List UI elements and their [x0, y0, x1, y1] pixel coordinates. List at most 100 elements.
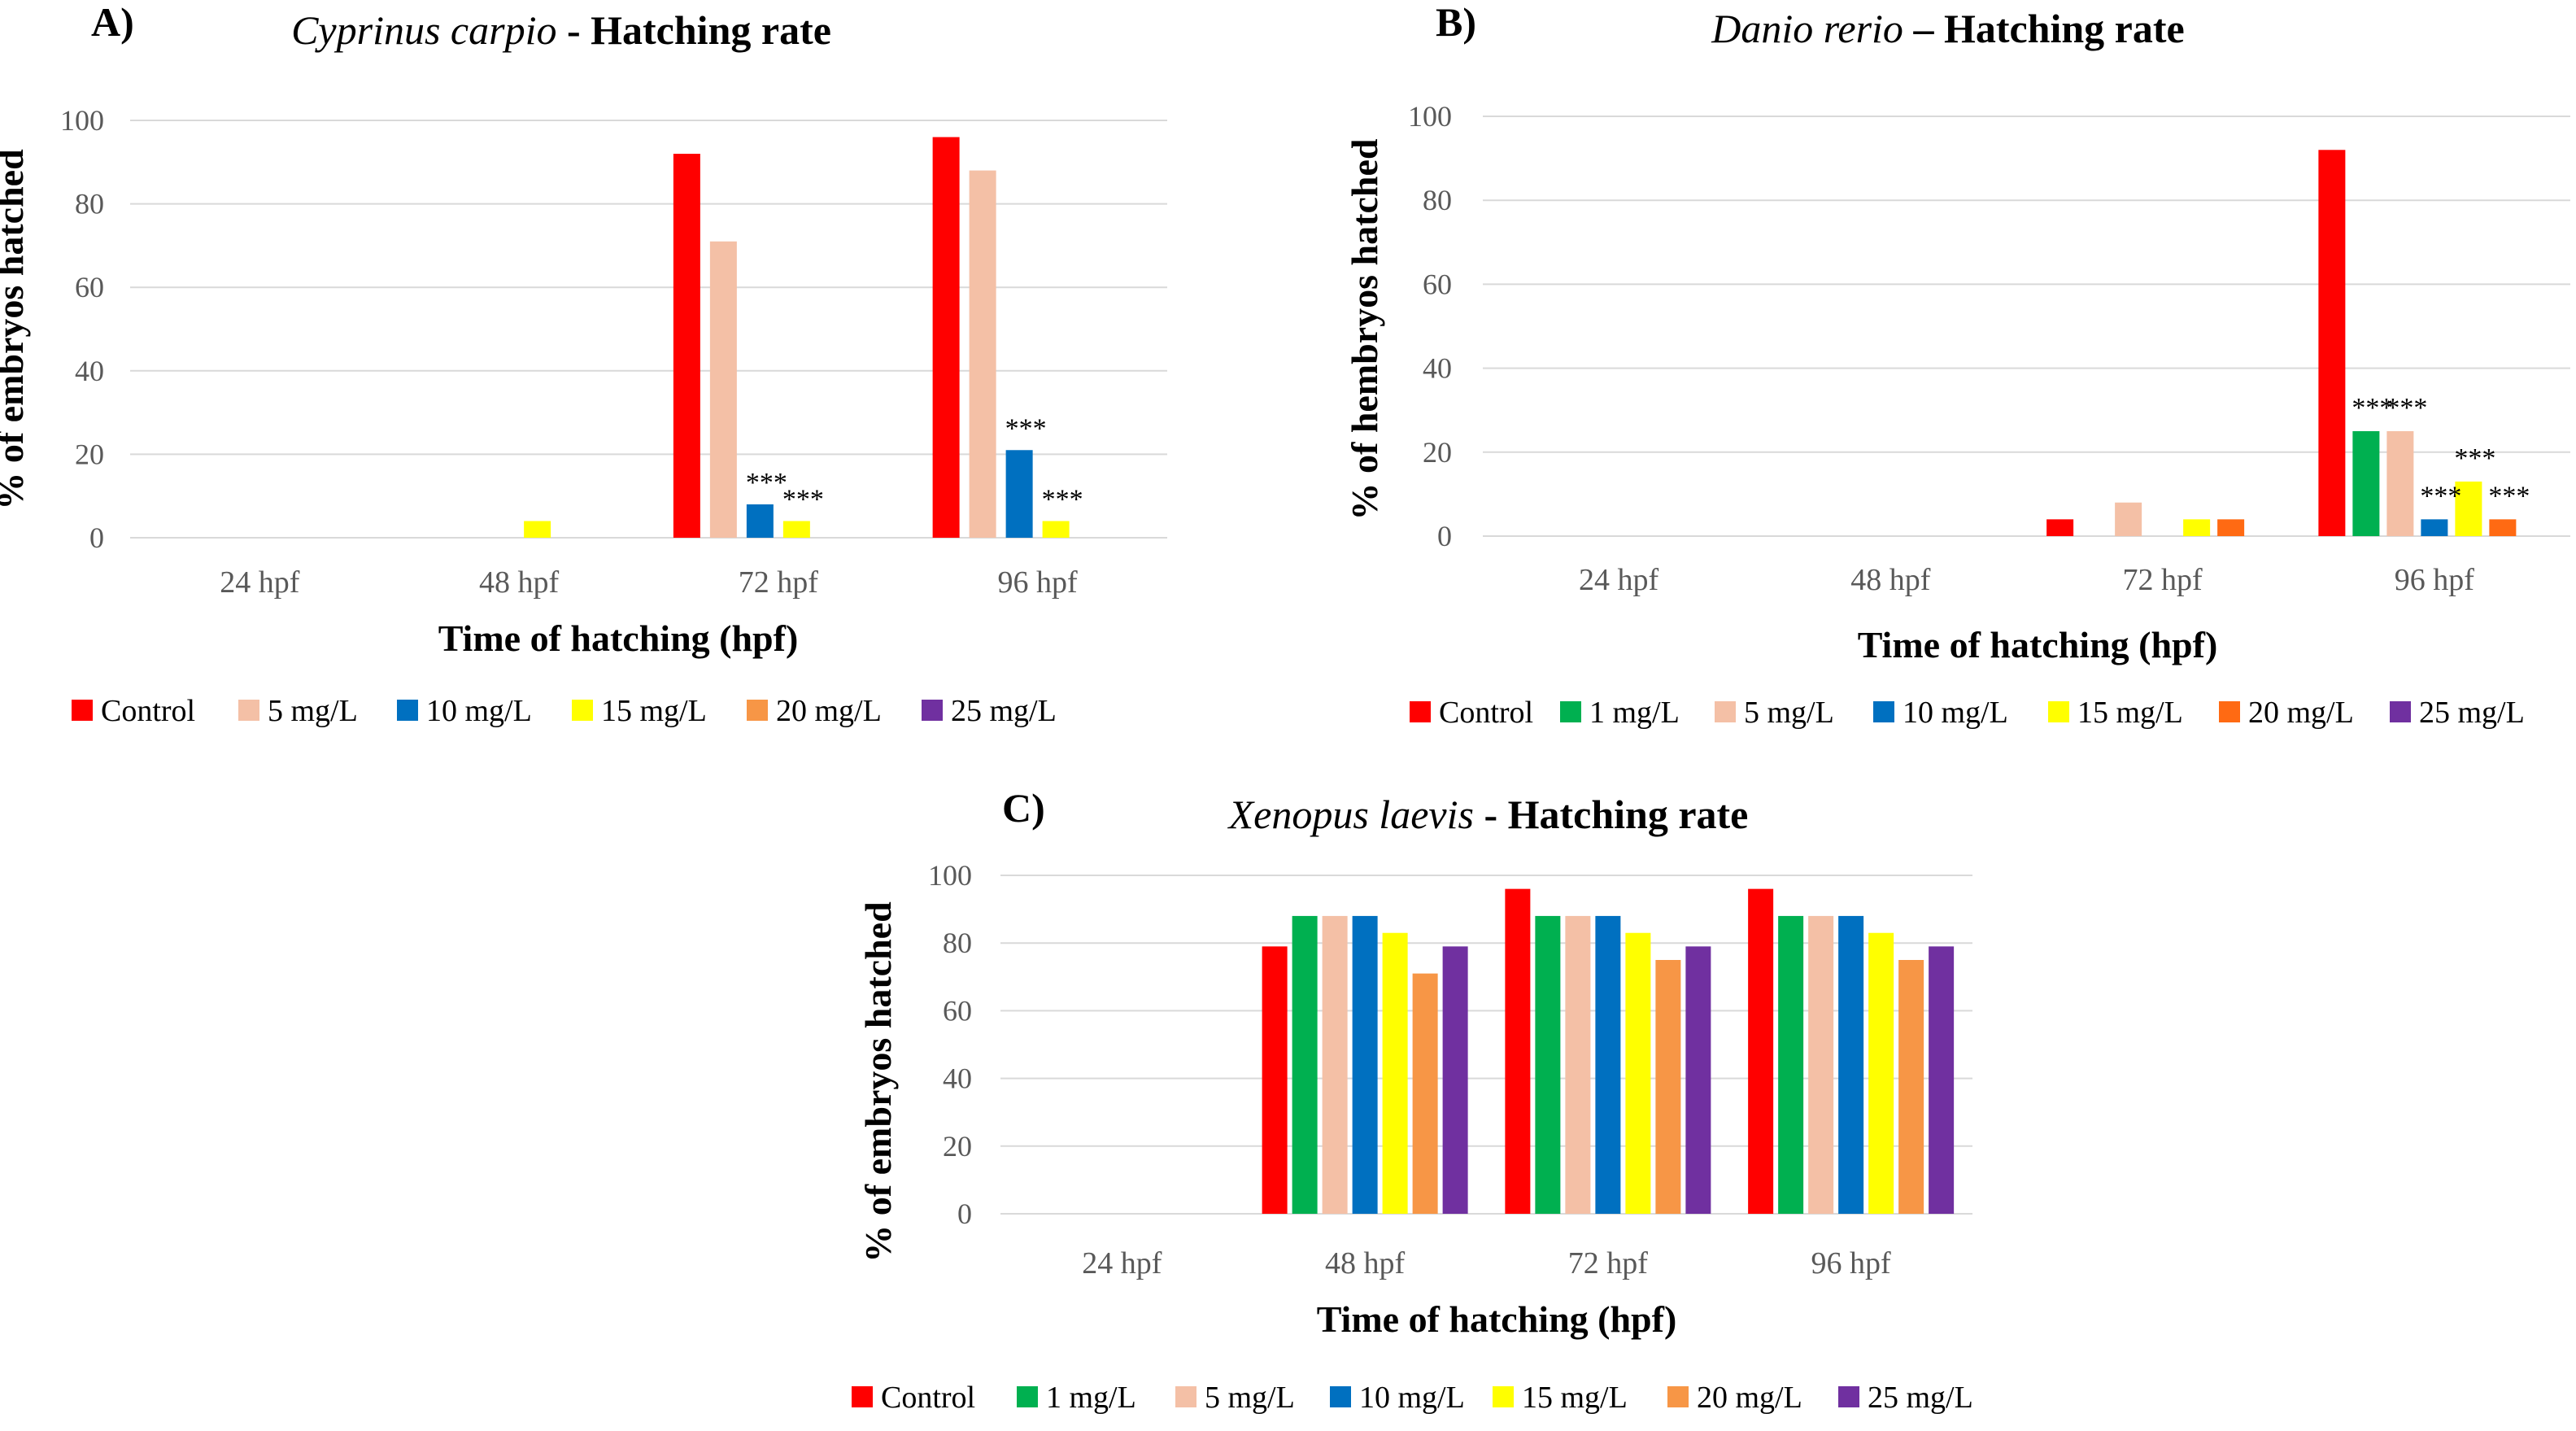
significance-marker: *** [746, 468, 787, 498]
bar-1-mg-l-72-hpf [1535, 915, 1561, 1214]
bar-25-mg-l-96-hpf [1929, 946, 1955, 1214]
chart-title-species: Danio rerio [1711, 6, 1903, 51]
x-tick-label: 72 hpf [2123, 563, 2203, 597]
legend-swatch [852, 1386, 873, 1407]
bar-control-96-hpf [2318, 150, 2346, 536]
legend-label: Control [1439, 696, 1533, 730]
bar-10-mg-l-72-hpf [746, 504, 774, 538]
y-tick-label: 100 [1408, 100, 1452, 133]
legend-label: 15 mg/L [1522, 1381, 1628, 1415]
legend-swatch [72, 700, 93, 721]
y-tick-label: 60 [943, 994, 972, 1027]
y-tick-label: 60 [75, 271, 104, 303]
x-tick-label: 72 hpf [739, 565, 819, 600]
y-tick-label: 20 [1423, 436, 1452, 469]
panel-label: C) [1002, 785, 1045, 831]
bar-25-mg-l-72-hpf [1685, 946, 1711, 1214]
legend-label: 15 mg/L [601, 694, 707, 728]
bar-15-mg-l-72-hpf [2183, 519, 2211, 536]
legend-label: 25 mg/L [1868, 1381, 1973, 1415]
legend-label: Control [101, 694, 195, 728]
y-tick-label: 80 [75, 188, 104, 220]
legend-swatch [572, 700, 593, 721]
x-axis-title: Time of hatching (hpf) [1317, 1298, 1677, 1340]
significance-marker: *** [2386, 393, 2427, 423]
legend-label: 1 mg/L [1589, 696, 1680, 730]
bar-5-mg-l-72-hpf [709, 241, 737, 538]
x-axis-title: Time of hatching (hpf) [438, 617, 799, 659]
bar-15-mg-l-48-hpf [1382, 932, 1408, 1214]
y-tick-label: 40 [943, 1062, 972, 1095]
chart-panel-c: C) Xenopus laevis - Hatching rate 0 20 40 60 8… [852, 785, 1973, 1415]
bar-5-mg-l-96-hpf [969, 170, 996, 538]
legend-swatch [1838, 1386, 1859, 1407]
legend-label: 5 mg/L [268, 694, 358, 728]
chart-panel-a: A) Cyprinus carpio - Hatching rate 0 20 40 60… [0, 0, 1167, 728]
legend-label: 10 mg/L [1359, 1381, 1465, 1415]
y-tick-label: 40 [1423, 352, 1452, 385]
bar-1-mg-l-96-hpf [2352, 431, 2380, 536]
bar-10-mg-l-72-hpf [1595, 915, 1621, 1214]
legend-swatch [397, 700, 418, 721]
bar-15-mg-l-72-hpf [782, 521, 810, 538]
legend-swatch [1330, 1386, 1351, 1407]
y-tick-label: 100 [928, 859, 972, 892]
y-axis-title: % of embryos hatched [0, 149, 31, 510]
legend-swatch [1410, 701, 1431, 722]
legend-swatch [2048, 701, 2069, 722]
x-tick-label: 24 hpf [1579, 563, 1659, 597]
bar-control-96-hpf [1748, 888, 1774, 1214]
legend-swatch [922, 700, 943, 721]
chart-title-species: Cyprinus carpio [291, 7, 556, 53]
x-tick-label: 48 hpf [479, 565, 560, 600]
bar-control-72-hpf [673, 154, 700, 539]
bar-15-mg-l-96-hpf [1868, 932, 1894, 1214]
bar-5-mg-l-48-hpf [1322, 915, 1348, 1214]
bar-20-mg-l-48-hpf [1412, 973, 1438, 1214]
y-tick-label: 100 [60, 104, 104, 137]
y-tick-label: 60 [1423, 268, 1452, 300]
significance-marker: *** [782, 484, 824, 514]
x-axis-title: Time of hatching (hpf) [1858, 624, 2218, 665]
significance-marker: *** [2454, 443, 2495, 473]
bar-control-96-hpf [932, 137, 960, 538]
bar-10-mg-l-96-hpf [2421, 519, 2448, 536]
bar-15-mg-l-72-hpf [1625, 932, 1651, 1214]
bar-control-48-hpf [1262, 946, 1288, 1214]
chart-title: Danio rerio – Hatching rate [1711, 6, 2184, 51]
significance-marker: *** [1005, 413, 1047, 443]
bar-25-mg-l-48-hpf [1442, 946, 1468, 1214]
bar-10-mg-l-96-hpf [1838, 915, 1864, 1214]
bar-20-mg-l-96-hpf [2489, 519, 2517, 536]
bar-1-mg-l-96-hpf [1778, 915, 1804, 1214]
legend-label: 1 mg/L [1046, 1381, 1136, 1415]
bar-1-mg-l-48-hpf [1292, 915, 1318, 1214]
bar-control-72-hpf [2046, 519, 2074, 536]
significance-marker: *** [2352, 393, 2393, 423]
x-tick-label: 72 hpf [1568, 1246, 1649, 1280]
legend-swatch [2219, 701, 2240, 722]
legend-swatch [1715, 701, 1736, 722]
chart-title-species: Xenopus laevis [1227, 792, 1474, 837]
bar-20-mg-l-96-hpf [1898, 960, 1924, 1214]
bar-15-mg-l-96-hpf [2455, 481, 2482, 536]
bar-control-72-hpf [1505, 888, 1531, 1214]
panel-label: B) [1436, 0, 1476, 45]
y-tick-label: 80 [1423, 184, 1452, 216]
y-axis-title: % of hembryos hatched [1344, 138, 1385, 520]
legend-swatch [1873, 701, 1894, 722]
x-tick-label: 96 hpf [998, 565, 1079, 600]
y-axis-title: % of embryos hatched [857, 901, 899, 1263]
legend-swatch [1017, 1386, 1038, 1407]
legend-label: 20 mg/L [776, 694, 882, 728]
bar-5-mg-l-96-hpf [1808, 915, 1834, 1214]
significance-marker: *** [1042, 484, 1083, 514]
legend-swatch [1493, 1386, 1514, 1407]
legend-swatch [1560, 701, 1581, 722]
bar-15-mg-l-48-hpf [524, 521, 551, 538]
y-tick-label: 20 [75, 438, 104, 470]
significance-marker: *** [2420, 481, 2461, 511]
bar-5-mg-l-72-hpf [2115, 502, 2142, 536]
x-tick-label: 96 hpf [1811, 1246, 1892, 1280]
bar-5-mg-l-96-hpf [2386, 431, 2414, 536]
